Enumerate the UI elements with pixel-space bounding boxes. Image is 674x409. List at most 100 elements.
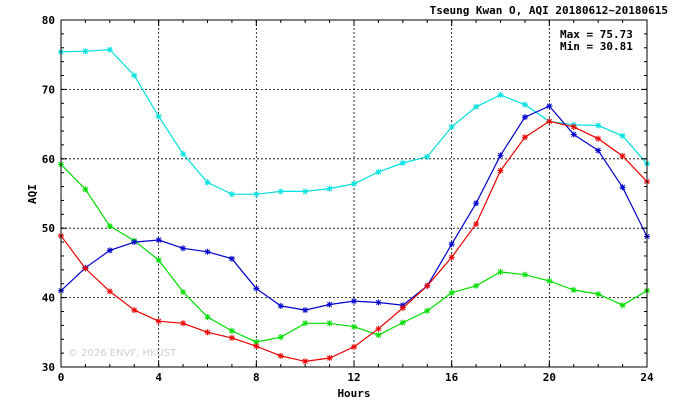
data-point bbox=[399, 159, 406, 166]
data-point bbox=[375, 332, 382, 339]
data-point bbox=[106, 288, 113, 295]
y-tick-label: 70 bbox=[42, 83, 55, 96]
x-tick-label: 12 bbox=[347, 371, 360, 384]
data-point bbox=[619, 302, 626, 309]
series-4 bbox=[58, 118, 650, 365]
x-tick-label: 8 bbox=[253, 371, 260, 384]
data-point bbox=[473, 282, 480, 289]
data-point bbox=[302, 188, 309, 195]
data-point bbox=[302, 307, 309, 314]
data-point bbox=[497, 91, 504, 98]
data-point bbox=[106, 46, 113, 53]
data-point bbox=[546, 118, 553, 125]
data-point bbox=[424, 282, 431, 289]
data-point bbox=[521, 114, 528, 121]
data-point bbox=[570, 123, 577, 130]
series-layer bbox=[58, 46, 650, 365]
data-point bbox=[253, 343, 260, 350]
data-point bbox=[424, 307, 431, 314]
data-point bbox=[106, 223, 113, 230]
data-point bbox=[277, 352, 284, 359]
axis-ticks: 0 4 8 12 16 20 24 30 40 50 60 70 80 bbox=[42, 14, 654, 384]
x-axis-title: Hours bbox=[337, 387, 370, 400]
data-point bbox=[595, 135, 602, 142]
data-point bbox=[448, 241, 455, 248]
data-point bbox=[277, 302, 284, 309]
data-point bbox=[204, 329, 211, 336]
data-point bbox=[619, 132, 626, 139]
data-point bbox=[448, 123, 455, 130]
data-point bbox=[595, 147, 602, 154]
data-point bbox=[521, 271, 528, 278]
data-point bbox=[180, 150, 187, 157]
data-point bbox=[448, 289, 455, 296]
data-point bbox=[326, 320, 333, 327]
data-point bbox=[619, 184, 626, 191]
data-point bbox=[546, 277, 553, 284]
data-point bbox=[375, 299, 382, 306]
x-tick-label: 16 bbox=[445, 371, 459, 384]
data-point bbox=[131, 239, 138, 246]
y-axis-title: AQI bbox=[26, 184, 39, 204]
x-tick-label: 20 bbox=[543, 371, 556, 384]
data-point bbox=[546, 103, 553, 110]
max-label: Max = 75.73 bbox=[560, 28, 633, 41]
data-point bbox=[497, 268, 504, 275]
data-point bbox=[351, 298, 357, 305]
data-point bbox=[253, 191, 260, 198]
chart-title: Tseung Kwan O, AQI 20180612~20180615 bbox=[430, 4, 668, 17]
y-tick-label: 60 bbox=[42, 153, 55, 166]
data-point bbox=[277, 188, 284, 195]
x-tick-label: 24 bbox=[640, 371, 654, 384]
data-point bbox=[326, 301, 333, 308]
data-point bbox=[82, 265, 89, 272]
data-point bbox=[155, 113, 162, 120]
data-point bbox=[204, 314, 211, 321]
y-tick-label: 40 bbox=[42, 292, 55, 305]
x-tick-label: 4 bbox=[155, 371, 162, 384]
data-point bbox=[106, 247, 113, 254]
data-point bbox=[399, 305, 406, 312]
data-point bbox=[521, 134, 528, 141]
data-point bbox=[351, 180, 357, 187]
data-point bbox=[326, 185, 333, 192]
data-point bbox=[473, 103, 480, 110]
y-tick-label: 30 bbox=[42, 361, 55, 374]
data-point bbox=[155, 236, 162, 243]
data-point bbox=[82, 48, 89, 55]
data-point bbox=[180, 245, 187, 252]
data-point bbox=[570, 286, 577, 293]
data-point bbox=[82, 186, 89, 193]
data-point bbox=[351, 323, 357, 330]
data-point bbox=[131, 307, 138, 314]
y-tick-label: 80 bbox=[42, 14, 55, 27]
data-point bbox=[497, 152, 504, 159]
data-point bbox=[302, 320, 309, 327]
data-point bbox=[521, 101, 528, 108]
data-point bbox=[180, 320, 187, 327]
data-point bbox=[302, 358, 309, 365]
data-point bbox=[497, 167, 504, 174]
data-point bbox=[595, 122, 602, 129]
y-tick-label: 50 bbox=[42, 222, 55, 235]
data-point bbox=[448, 254, 455, 261]
min-label: Min = 30.81 bbox=[560, 40, 633, 53]
data-point bbox=[131, 72, 138, 79]
data-point bbox=[351, 343, 357, 350]
data-point bbox=[277, 334, 284, 341]
data-point bbox=[204, 248, 211, 255]
data-point bbox=[424, 153, 431, 160]
watermark-text: © 2026 ENVF, HKUST bbox=[68, 348, 177, 359]
data-point bbox=[228, 334, 235, 341]
data-point bbox=[375, 168, 382, 175]
data-point bbox=[570, 131, 577, 138]
data-point bbox=[253, 285, 260, 292]
data-point bbox=[326, 354, 333, 361]
data-point bbox=[155, 318, 162, 325]
data-point bbox=[375, 325, 382, 332]
data-point bbox=[399, 319, 406, 326]
data-point bbox=[180, 289, 187, 296]
x-tick-label: 0 bbox=[58, 371, 65, 384]
data-point bbox=[228, 327, 235, 334]
